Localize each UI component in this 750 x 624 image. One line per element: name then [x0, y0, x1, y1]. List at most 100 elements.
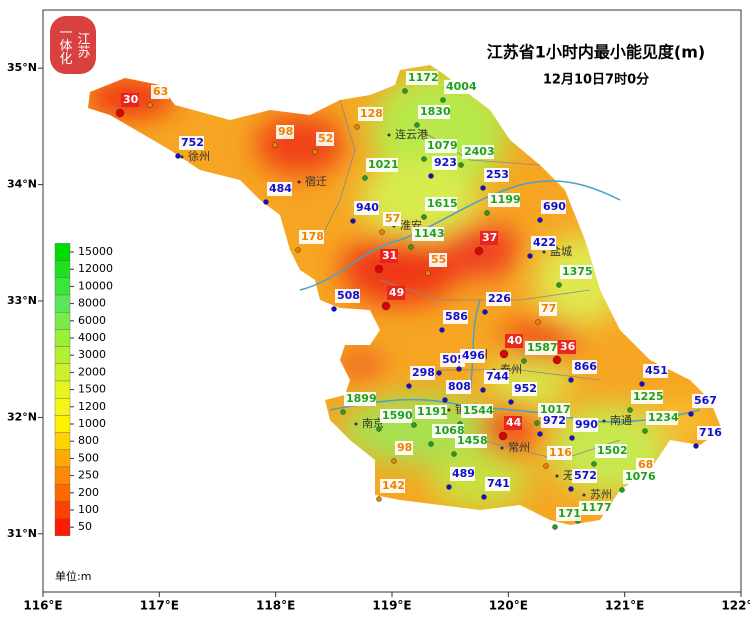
station-label-bg	[579, 501, 611, 515]
y-tick-label: 34°N	[7, 178, 37, 191]
station-marker	[376, 496, 382, 502]
x-tick-label: 120°E	[489, 599, 528, 613]
legend-swatch	[54, 398, 71, 416]
station-value: 586	[445, 310, 468, 323]
station-value: 484	[269, 182, 292, 195]
x-tick-label: 121°E	[605, 599, 644, 613]
station-value: 1502	[597, 444, 628, 457]
legend-label: 100	[78, 503, 99, 516]
station-label-bg	[406, 71, 438, 85]
station-marker	[406, 383, 412, 389]
station-marker	[272, 142, 278, 148]
legend-swatch	[54, 501, 71, 519]
station-value: 171	[558, 507, 581, 520]
station-marker	[537, 217, 543, 223]
station-label-bg	[358, 107, 383, 121]
station-marker	[408, 244, 414, 250]
legend-swatch	[54, 466, 71, 485]
station-marker	[421, 156, 427, 162]
station-marker	[428, 441, 434, 447]
legend-swatch	[54, 363, 71, 382]
station-label-bg	[488, 193, 520, 207]
station-label-bg	[455, 434, 487, 448]
station-marker	[175, 153, 181, 159]
station-value: 1590	[382, 409, 413, 422]
station-value: 1225	[633, 390, 664, 403]
station-value: 1017	[540, 403, 571, 416]
station-marker	[619, 487, 625, 493]
station-value: 716	[699, 426, 722, 439]
station-marker	[458, 162, 464, 168]
station-label-bg	[480, 231, 498, 245]
station-value: 178	[301, 230, 324, 243]
station-label-bg	[531, 236, 556, 250]
station-marker	[627, 407, 633, 413]
station-value: 2403	[464, 145, 495, 158]
station-marker	[428, 173, 434, 179]
station-value: 1899	[346, 392, 377, 405]
station-marker	[439, 327, 445, 333]
station-label-bg	[267, 182, 292, 196]
city-dot	[297, 180, 301, 184]
legend-swatch	[54, 346, 71, 365]
station-marker	[474, 246, 484, 256]
station-marker	[639, 381, 645, 387]
station-marker	[480, 185, 486, 191]
station-label-bg	[380, 409, 412, 423]
station-label-bg	[485, 477, 510, 491]
station-label-bg	[432, 156, 457, 170]
city-dot	[602, 419, 606, 423]
station-value: 1143	[414, 227, 445, 240]
station-label-bg	[538, 403, 570, 417]
station-marker	[402, 88, 408, 94]
legend-label: 200	[78, 486, 99, 499]
title: 江苏省1小时内最小能见度(m)	[487, 43, 705, 62]
legend-label: 12000	[78, 262, 113, 275]
station-label-bg	[646, 411, 678, 425]
station-marker	[440, 97, 446, 103]
station-value: 1191	[417, 405, 448, 418]
city-dot	[387, 133, 391, 137]
station-marker	[312, 149, 318, 155]
station-label-bg	[541, 200, 566, 214]
x-tick-label: 122°E	[721, 599, 750, 613]
station-label-bg	[558, 340, 576, 354]
city-dot	[542, 250, 546, 254]
legend-label: 4000	[78, 331, 106, 344]
legend-swatch	[54, 329, 71, 347]
station-marker	[535, 319, 541, 325]
legend-label: 1200	[78, 400, 106, 413]
station-marker	[263, 199, 269, 205]
station-marker	[374, 264, 384, 274]
station-label-bg	[462, 145, 494, 159]
legend-label: 2000	[78, 365, 106, 378]
station-marker	[446, 484, 452, 490]
station-value: 98	[397, 441, 412, 454]
legend-unit: 单位:m	[55, 569, 91, 583]
legend-swatch	[54, 449, 71, 468]
station-marker	[340, 409, 346, 415]
station-label-bg	[395, 441, 413, 455]
station-value: 4004	[446, 80, 477, 93]
station-value: 952	[514, 382, 537, 395]
station-value: 505	[442, 353, 465, 366]
station-label-bg	[380, 249, 398, 263]
station-label-bg	[573, 418, 598, 432]
station-value: 741	[487, 477, 510, 490]
station-value: 508	[337, 289, 360, 302]
station-value: 496	[462, 349, 485, 362]
city-name: 南通	[610, 414, 632, 427]
station-label-bg	[410, 366, 435, 380]
station-label-bg	[572, 469, 597, 483]
station-value: 972	[543, 414, 566, 427]
station-value: 1830	[420, 105, 451, 118]
station-label-bg	[443, 310, 468, 324]
legend-swatch	[54, 432, 71, 451]
y-tick-label: 32°N	[7, 410, 37, 423]
city-dot	[582, 493, 586, 497]
station-marker	[498, 431, 508, 441]
rivers	[299, 180, 701, 423]
legend-label: 800	[78, 434, 99, 447]
station-value: 690	[543, 200, 566, 213]
